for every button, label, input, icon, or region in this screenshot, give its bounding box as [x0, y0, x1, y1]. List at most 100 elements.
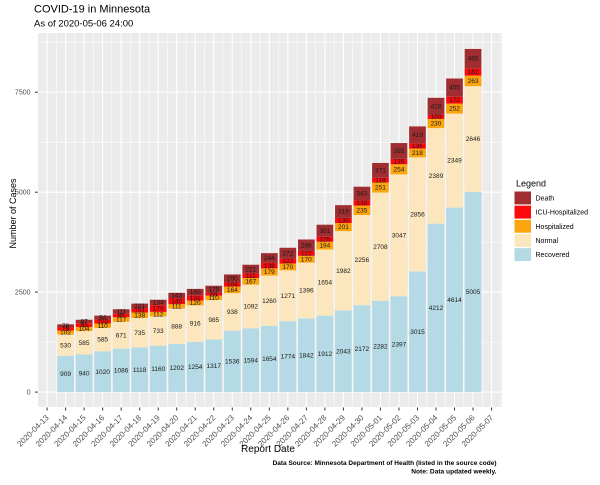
svg-text:143: 143 [171, 293, 182, 300]
svg-text:1842: 1842 [299, 352, 314, 359]
svg-text:110: 110 [209, 295, 220, 302]
svg-text:2708: 2708 [373, 244, 388, 251]
svg-text:301: 301 [319, 228, 330, 235]
svg-text:263: 263 [468, 78, 479, 85]
svg-text:125: 125 [319, 236, 330, 243]
svg-text:118: 118 [375, 177, 386, 184]
svg-text:1654: 1654 [262, 356, 277, 363]
svg-text:1774: 1774 [281, 354, 296, 361]
svg-text:As of 2020-05-06 24:00: As of 2020-05-06 24:00 [34, 19, 133, 30]
svg-text:218: 218 [412, 150, 423, 157]
svg-text:1594: 1594 [244, 357, 259, 364]
svg-text:1654: 1654 [318, 280, 333, 287]
svg-text:2282: 2282 [373, 344, 388, 351]
svg-text:1536: 1536 [225, 358, 240, 365]
svg-text:254: 254 [394, 166, 405, 173]
svg-text:194: 194 [319, 243, 330, 250]
svg-text:4614: 4614 [447, 297, 462, 304]
svg-text:172: 172 [449, 97, 460, 104]
svg-text:319: 319 [338, 209, 349, 216]
svg-text:940: 940 [79, 370, 90, 377]
svg-text:112: 112 [153, 311, 164, 318]
svg-text:Recovered: Recovered [536, 252, 570, 259]
svg-text:Report Date: Report Date [241, 444, 295, 455]
svg-text:86: 86 [118, 313, 126, 320]
svg-text:5000: 5000 [15, 190, 31, 197]
svg-text:131: 131 [190, 295, 201, 302]
svg-text:1086: 1086 [114, 367, 129, 374]
svg-text:130: 130 [338, 218, 349, 225]
svg-text:1118: 1118 [133, 367, 147, 374]
svg-text:Note: Data updated weekly.: Note: Data updated weekly. [411, 468, 496, 475]
svg-text:395: 395 [394, 148, 405, 155]
svg-text:1202: 1202 [169, 365, 184, 372]
svg-text:252: 252 [449, 106, 460, 113]
svg-text:251: 251 [375, 185, 386, 192]
svg-text:170: 170 [301, 256, 312, 263]
svg-text:733: 733 [153, 328, 164, 335]
svg-text:179: 179 [264, 269, 275, 276]
svg-text:Legend: Legend [516, 178, 546, 188]
svg-text:2256: 2256 [355, 257, 370, 264]
svg-text:87: 87 [81, 319, 89, 326]
svg-text:244: 244 [264, 255, 275, 262]
svg-text:286: 286 [301, 242, 312, 249]
svg-text:201: 201 [338, 224, 349, 231]
svg-text:5005: 5005 [466, 289, 481, 296]
svg-text:3015: 3015 [410, 329, 425, 336]
svg-text:93: 93 [81, 322, 89, 329]
svg-text:1317: 1317 [207, 363, 222, 370]
svg-text:Normal: Normal [536, 238, 559, 245]
svg-text:79: 79 [62, 323, 70, 330]
svg-text:1260: 1260 [262, 298, 277, 305]
svg-text:585: 585 [97, 337, 108, 344]
svg-text:0: 0 [27, 390, 31, 397]
svg-text:735: 735 [134, 330, 145, 337]
svg-text:221: 221 [245, 266, 256, 273]
svg-text:160: 160 [190, 289, 201, 296]
svg-text:179: 179 [208, 286, 219, 293]
svg-text:104: 104 [227, 282, 238, 289]
svg-text:455: 455 [449, 85, 460, 92]
svg-text:101: 101 [134, 308, 145, 315]
svg-text:2172: 2172 [355, 346, 370, 353]
svg-text:111: 111 [116, 309, 126, 316]
svg-text:272: 272 [282, 250, 293, 257]
svg-text:1254: 1254 [188, 364, 203, 371]
svg-text:1982: 1982 [336, 268, 351, 275]
svg-text:916: 916 [190, 321, 201, 328]
svg-text:ICU-Hospitalized: ICU-Hospitalized [536, 210, 589, 217]
svg-text:2043: 2043 [336, 348, 351, 355]
svg-text:7500: 7500 [15, 90, 31, 97]
svg-text:122: 122 [282, 258, 293, 265]
svg-text:485: 485 [468, 56, 479, 63]
svg-text:2856: 2856 [410, 212, 425, 219]
svg-text:134: 134 [153, 300, 164, 307]
svg-text:371: 371 [375, 167, 386, 174]
svg-text:938: 938 [227, 309, 238, 316]
svg-text:136: 136 [412, 143, 423, 150]
svg-text:235: 235 [356, 207, 367, 214]
svg-text:122: 122 [301, 250, 312, 257]
svg-text:1271: 1271 [281, 293, 296, 300]
svg-text:111: 111 [246, 273, 256, 280]
svg-text:585: 585 [79, 340, 90, 347]
svg-text:182: 182 [468, 69, 479, 76]
svg-text:Number of Cases: Number of Cases [8, 178, 18, 249]
svg-text:2397: 2397 [392, 341, 407, 348]
svg-text:2349: 2349 [447, 158, 462, 165]
svg-text:102: 102 [60, 330, 71, 337]
svg-text:419: 419 [412, 132, 423, 139]
svg-text:104: 104 [79, 326, 90, 333]
svg-text:2500: 2500 [15, 290, 31, 297]
svg-text:1020: 1020 [95, 369, 110, 376]
svg-text:69: 69 [210, 291, 218, 298]
svg-text:3047: 3047 [392, 232, 407, 239]
svg-text:117: 117 [116, 317, 127, 324]
svg-text:110: 110 [97, 323, 108, 330]
svg-text:130: 130 [356, 200, 367, 207]
svg-text:985: 985 [208, 317, 219, 324]
svg-text:2646: 2646 [466, 136, 481, 143]
svg-text:1092: 1092 [244, 304, 259, 311]
svg-text:530: 530 [60, 342, 71, 349]
